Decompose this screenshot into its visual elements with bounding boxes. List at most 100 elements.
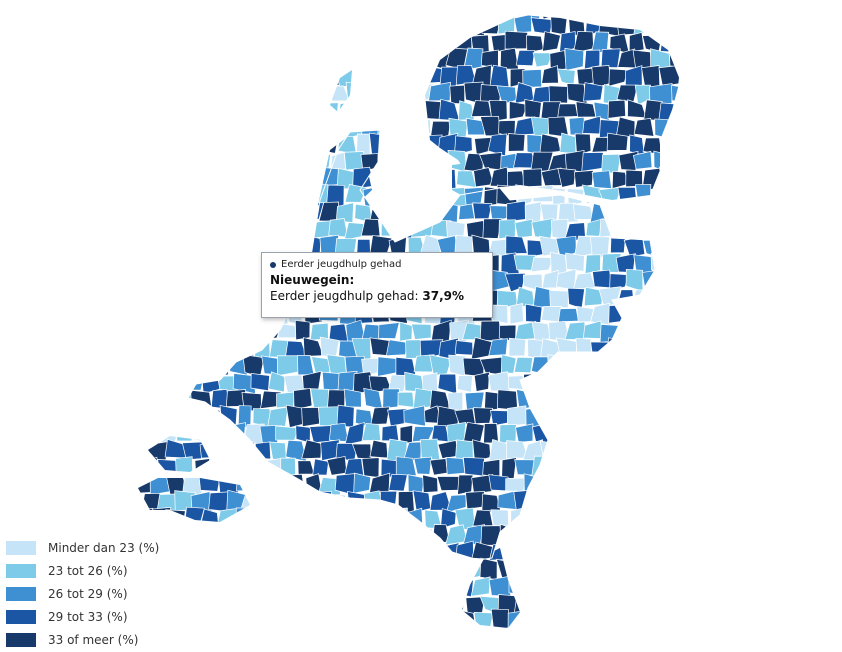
- municipality-area[interactable]: [583, 286, 605, 307]
- municipality-area[interactable]: [701, 84, 722, 105]
- municipality-area[interactable]: [192, 319, 210, 341]
- municipality-area[interactable]: [345, 81, 364, 101]
- municipality-area[interactable]: [116, 0, 135, 15]
- municipality-area[interactable]: [400, 524, 414, 547]
- municipality-area[interactable]: [633, 353, 654, 375]
- municipality-area[interactable]: [218, 0, 237, 16]
- municipality-area[interactable]: [660, 31, 680, 53]
- municipality-area[interactable]: [428, 184, 452, 207]
- municipality-area[interactable]: [600, 48, 621, 68]
- municipality-area[interactable]: [590, 440, 611, 462]
- municipality-area[interactable]: [568, 591, 587, 615]
- municipality-area[interactable]: [193, 253, 214, 271]
- municipality-area[interactable]: [471, 0, 492, 21]
- municipality-area[interactable]: [98, 100, 119, 120]
- municipality-area[interactable]: [190, 286, 212, 307]
- municipality-area[interactable]: [500, 354, 517, 374]
- municipality-area[interactable]: [114, 136, 135, 155]
- municipality-area[interactable]: [182, 65, 204, 87]
- municipality-area[interactable]: [483, 186, 500, 207]
- municipality-area[interactable]: [567, 387, 586, 411]
- municipality-area[interactable]: [702, 219, 721, 236]
- municipality-area[interactable]: [269, 441, 287, 461]
- municipality-area[interactable]: [309, 118, 328, 137]
- municipality-area[interactable]: [200, 169, 220, 190]
- municipality-area[interactable]: [135, 405, 151, 425]
- municipality-area[interactable]: [581, 593, 603, 614]
- municipality-area[interactable]: [181, 372, 205, 391]
- municipality-area[interactable]: [194, 559, 211, 581]
- municipality-area[interactable]: [275, 186, 295, 204]
- municipality-area[interactable]: [215, 507, 238, 531]
- municipality-area[interactable]: [684, 255, 704, 273]
- municipality-area[interactable]: [575, 101, 597, 118]
- municipality-area[interactable]: [228, 626, 247, 648]
- municipality-area[interactable]: [292, 83, 316, 103]
- municipality-area[interactable]: [377, 117, 400, 135]
- municipality-area[interactable]: [412, 151, 434, 174]
- municipality-area[interactable]: [671, 184, 687, 207]
- municipality-area[interactable]: [671, 84, 689, 102]
- municipality-area[interactable]: [445, 457, 466, 475]
- municipality-area[interactable]: [624, 441, 646, 463]
- municipality-area[interactable]: [292, 559, 315, 580]
- municipality-area[interactable]: [456, 645, 474, 652]
- municipality-area[interactable]: [199, 271, 220, 293]
- municipality-area[interactable]: [703, 527, 722, 547]
- municipality-area[interactable]: [413, 119, 431, 136]
- municipality-area[interactable]: [141, 116, 163, 138]
- municipality-area[interactable]: [140, 288, 161, 309]
- municipality-area[interactable]: [564, 47, 585, 71]
- municipality-area[interactable]: [615, 116, 636, 138]
- municipality-area[interactable]: [236, 475, 254, 492]
- municipality-area[interactable]: [642, 611, 662, 631]
- municipality-area[interactable]: [337, 609, 356, 632]
- municipality-area[interactable]: [278, 523, 299, 543]
- municipality-area[interactable]: [407, 32, 426, 52]
- municipality-area[interactable]: [564, 526, 588, 545]
- municipality-area[interactable]: [385, 339, 408, 357]
- municipality-area[interactable]: [509, 302, 524, 325]
- municipality-area[interactable]: [525, 508, 544, 528]
- municipality-area[interactable]: [133, 237, 153, 257]
- municipality-area[interactable]: [437, 373, 458, 395]
- municipality-area[interactable]: [607, 370, 629, 394]
- municipality-area[interactable]: [521, 543, 544, 562]
- municipality-area[interactable]: [267, 166, 291, 188]
- municipality-area[interactable]: [346, 524, 367, 544]
- municipality-area[interactable]: [236, 441, 255, 460]
- municipality-area[interactable]: [479, 320, 502, 342]
- municipality-area[interactable]: [250, 647, 271, 652]
- municipality-area[interactable]: [241, 15, 264, 36]
- municipality-area[interactable]: [210, 422, 231, 444]
- municipality-area[interactable]: [380, 15, 398, 32]
- municipality-area[interactable]: [207, 51, 231, 69]
- municipality-area[interactable]: [483, 627, 500, 648]
- municipality-area[interactable]: [445, 494, 467, 514]
- municipality-area[interactable]: [657, 0, 680, 17]
- municipality-area[interactable]: [670, 353, 687, 377]
- municipality-area[interactable]: [269, 201, 288, 223]
- municipality-area[interactable]: [686, 152, 706, 170]
- municipality-area[interactable]: [675, 234, 694, 256]
- municipality-area[interactable]: [275, 425, 299, 441]
- municipality-area[interactable]: [438, 578, 458, 594]
- municipality-area[interactable]: [165, 509, 186, 528]
- municipality-area[interactable]: [116, 440, 137, 462]
- municipality-area[interactable]: [592, 474, 613, 493]
- municipality-area[interactable]: [532, 525, 553, 548]
- municipality-area[interactable]: [258, 458, 282, 480]
- municipality-area[interactable]: [643, 342, 664, 361]
- municipality-area[interactable]: [611, 406, 631, 426]
- municipality-area[interactable]: [338, 575, 359, 599]
- municipality-area[interactable]: [347, 491, 366, 510]
- municipality-area[interactable]: [283, 609, 304, 629]
- municipality-area[interactable]: [134, 0, 155, 21]
- municipality-area[interactable]: [565, 354, 586, 378]
- municipality-area[interactable]: [422, 1, 443, 21]
- municipality-area[interactable]: [329, 50, 346, 71]
- municipality-area[interactable]: [193, 149, 214, 171]
- municipality-area[interactable]: [150, 0, 170, 21]
- municipality-area[interactable]: [573, 404, 595, 425]
- municipality-area[interactable]: [500, 629, 517, 648]
